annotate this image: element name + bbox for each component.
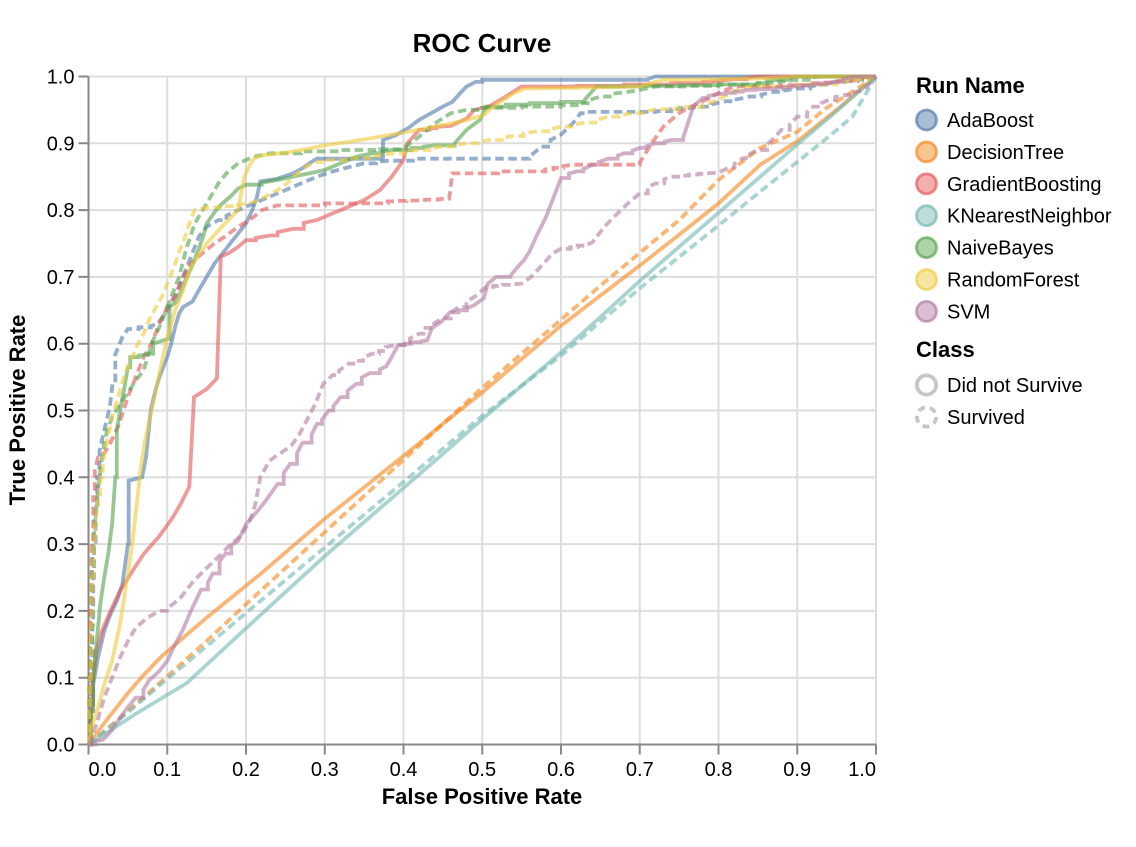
svg-text:True Positive Rate: True Positive Rate	[5, 315, 30, 506]
svg-text:0.0: 0.0	[47, 735, 75, 757]
svg-text:0.9: 0.9	[47, 133, 75, 155]
svg-text:SVM: SVM	[947, 301, 990, 323]
svg-text:0.4: 0.4	[390, 759, 418, 781]
svg-text:Survived: Survived	[947, 407, 1025, 429]
svg-text:DecisionTree: DecisionTree	[947, 142, 1064, 164]
svg-text:0.1: 0.1	[153, 759, 181, 781]
svg-text:RandomForest: RandomForest	[947, 270, 1080, 292]
svg-text:1.0: 1.0	[47, 67, 75, 89]
svg-text:0.3: 0.3	[311, 759, 339, 781]
svg-text:0.3: 0.3	[47, 534, 75, 556]
svg-text:0.9: 0.9	[783, 759, 811, 781]
svg-text:1.0: 1.0	[848, 759, 876, 781]
svg-text:0.7: 0.7	[626, 759, 654, 781]
svg-text:AdaBoost: AdaBoost	[947, 110, 1034, 132]
svg-text:0.2: 0.2	[232, 759, 260, 781]
svg-text:0.5: 0.5	[47, 401, 75, 423]
svg-text:Class: Class	[916, 337, 975, 362]
svg-text:0.4: 0.4	[47, 467, 75, 489]
svg-text:KNearestNeighbor: KNearestNeighbor	[947, 206, 1112, 228]
svg-text:0.8: 0.8	[47, 200, 75, 222]
svg-text:0.8: 0.8	[705, 759, 733, 781]
svg-text:GradientBoosting: GradientBoosting	[947, 174, 1102, 196]
svg-text:Did not Survive: Did not Survive	[947, 375, 1083, 397]
svg-text:0.0: 0.0	[89, 759, 117, 781]
svg-text:0.5: 0.5	[468, 759, 496, 781]
svg-text:ROC Curve: ROC Curve	[413, 28, 552, 58]
svg-text:0.7: 0.7	[47, 267, 75, 289]
svg-text:False Positive Rate: False Positive Rate	[382, 784, 583, 809]
svg-text:Run Name: Run Name	[916, 73, 1025, 98]
svg-text:0.1: 0.1	[47, 668, 75, 690]
svg-text:0.2: 0.2	[47, 601, 75, 623]
svg-text:NaiveBayes: NaiveBayes	[947, 238, 1054, 260]
svg-text:0.6: 0.6	[547, 759, 575, 781]
svg-text:0.6: 0.6	[47, 334, 75, 356]
